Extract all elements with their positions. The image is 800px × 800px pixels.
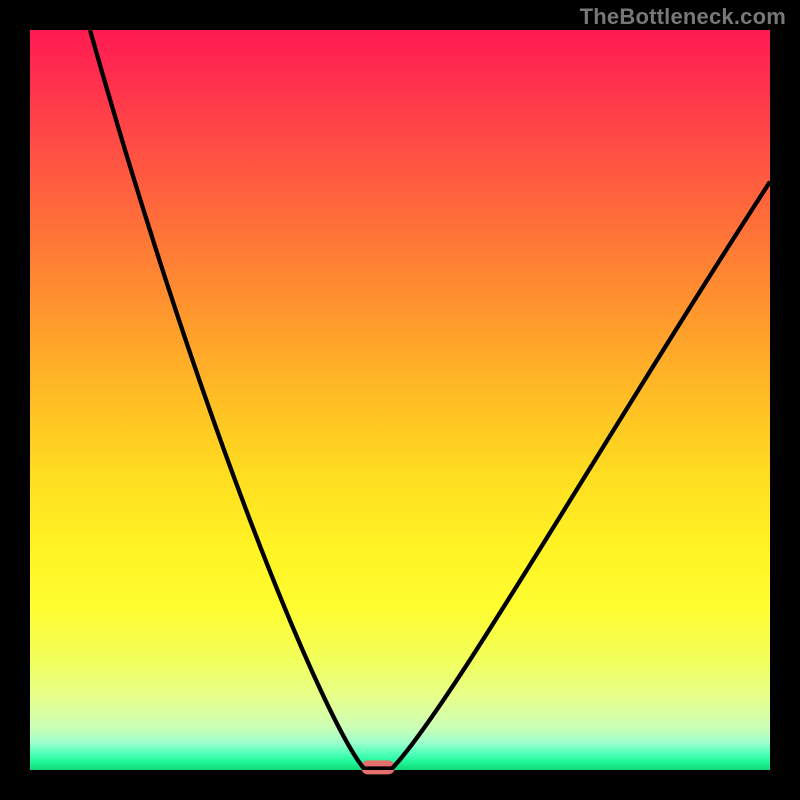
- chart-frame: TheBottleneck.com: [0, 0, 800, 800]
- bottleneck-chart: [0, 0, 800, 800]
- plot-background: [30, 30, 770, 770]
- watermark-text: TheBottleneck.com: [580, 4, 786, 30]
